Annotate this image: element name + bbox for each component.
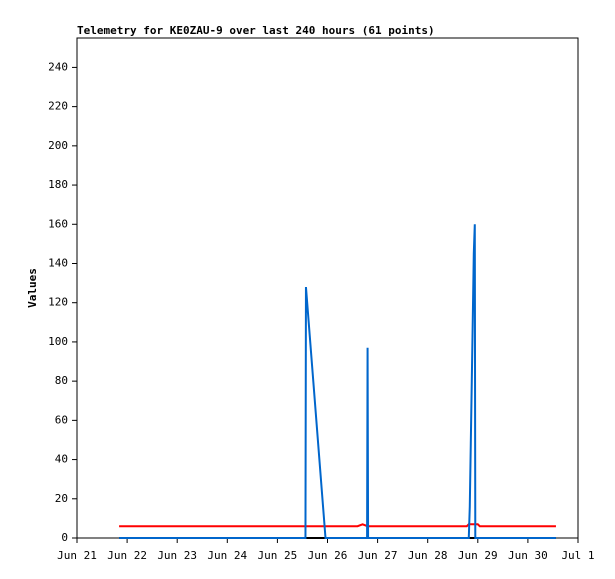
x-tick-label: Jun 21 <box>57 549 97 562</box>
y-tick-label: 220 <box>48 100 68 113</box>
x-tick-label: Jun 29 <box>458 549 498 562</box>
x-tick-label: Jun 24 <box>207 549 247 562</box>
y-tick-label: 60 <box>55 413 68 426</box>
x-tick-label: Jun 30 <box>508 549 548 562</box>
y-tick-label: 180 <box>48 178 68 191</box>
y-tick-label: 200 <box>48 139 68 152</box>
x-tick-label: Jun 27 <box>358 549 398 562</box>
y-tick-label: 160 <box>48 217 68 230</box>
series-line <box>119 523 556 528</box>
x-tick-label: Jun 26 <box>308 549 348 562</box>
x-tick-label: Jun 28 <box>408 549 448 562</box>
chart-title: Telemetry for KE0ZAU-9 over last 240 hou… <box>77 24 435 37</box>
y-tick-label: 100 <box>48 335 68 348</box>
y-tick-label: 0 <box>61 531 68 544</box>
y-axis-label: Values <box>26 268 39 308</box>
y-tick-label: 120 <box>48 296 68 309</box>
plot-frame <box>76 37 579 539</box>
x-tick-label: Jul 1 <box>561 549 594 562</box>
y-tick-label: 20 <box>55 492 68 505</box>
y-tick-label: 40 <box>55 453 68 466</box>
y-tick-label: 80 <box>55 374 68 387</box>
x-tick-label: Jun 23 <box>157 549 197 562</box>
y-tick-label: 140 <box>48 256 68 269</box>
x-tick-label: Jun 25 <box>258 549 298 562</box>
series-line <box>119 224 556 539</box>
y-tick-label: 240 <box>48 60 68 73</box>
x-tick-label: Jun 22 <box>107 549 147 562</box>
